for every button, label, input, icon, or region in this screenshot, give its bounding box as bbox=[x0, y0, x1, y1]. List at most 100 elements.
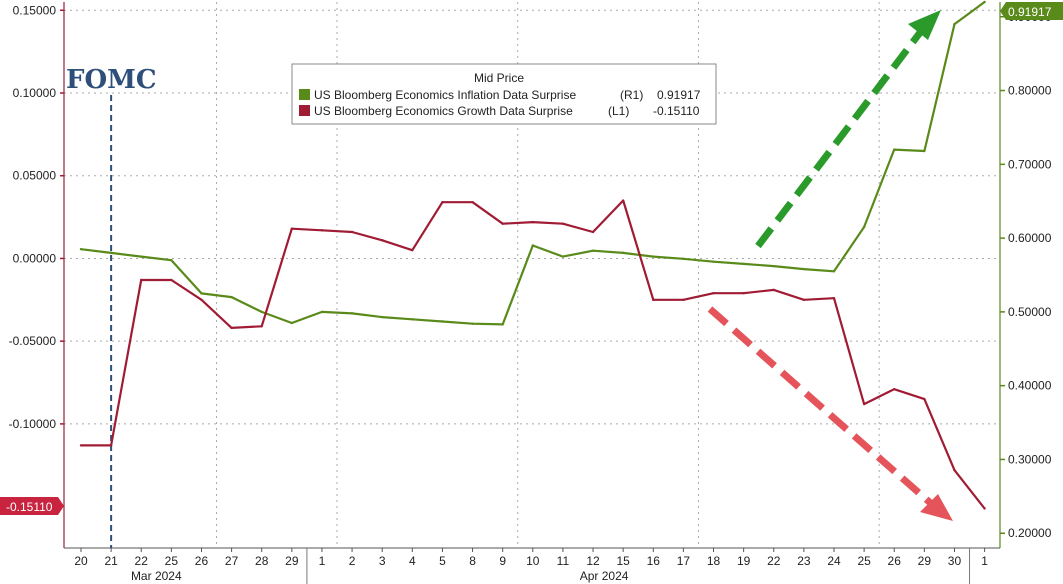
x-tick-label: 27 bbox=[225, 554, 239, 568]
x-tick-label: 15 bbox=[616, 554, 630, 568]
legend-swatch-inflation bbox=[299, 89, 310, 100]
growth-point bbox=[682, 298, 685, 302]
x-axis: 20 21 22 25 26 27 28 29 1 2 3 4 5 8 9 10 11 12 15 16 17 18 19 2… bbox=[64, 547, 1000, 584]
growth-point bbox=[953, 469, 956, 472]
inflation-point bbox=[140, 255, 143, 258]
inflation-point bbox=[561, 255, 565, 258]
x-tick-label: 28 bbox=[255, 554, 269, 568]
x-tick-label: 23 bbox=[797, 554, 811, 568]
legend-last-growth: -0.15110 bbox=[653, 104, 700, 118]
inflation-point bbox=[893, 148, 896, 151]
x-tick-label: 10 bbox=[526, 554, 540, 568]
month-label: Mar 2024 bbox=[131, 569, 182, 583]
right-axis: 0.900000.800000.700000.600000.500000.400… bbox=[999, 2, 1052, 548]
inflation-point bbox=[802, 267, 806, 271]
legend-axis-growth: (L1) bbox=[608, 104, 629, 118]
fomc-label: FOMC bbox=[66, 65, 157, 95]
value-badges: -0.15110 0.91917 bbox=[0, 2, 1063, 515]
inflation-point bbox=[350, 312, 354, 315]
growth-point bbox=[79, 444, 83, 447]
inflation-point bbox=[742, 262, 745, 266]
inflation-point bbox=[953, 22, 956, 26]
x-tick-label: 25 bbox=[857, 554, 871, 568]
inflation-point bbox=[862, 225, 866, 229]
growth-point bbox=[772, 288, 775, 292]
inflation-point bbox=[411, 318, 414, 321]
growth-point bbox=[652, 298, 655, 302]
x-tick-label: 16 bbox=[647, 554, 661, 568]
growth-point bbox=[230, 326, 233, 330]
right-tick-label: 0.30000 bbox=[1008, 452, 1052, 466]
growth-point bbox=[923, 397, 926, 401]
legend: Mid Price US Bloomberg Economics Inflati… bbox=[291, 63, 717, 125]
growth-point bbox=[862, 402, 866, 406]
x-tick-label: 22 bbox=[767, 554, 781, 568]
right-tick-label: 0.50000 bbox=[1008, 305, 1052, 319]
growth-point bbox=[471, 201, 474, 204]
fomc-annotation: FOMC bbox=[66, 65, 157, 548]
x-tick-label: 26 bbox=[888, 554, 902, 568]
right-tick-label: 0.60000 bbox=[1008, 231, 1052, 245]
x-tick-label: 12 bbox=[586, 554, 600, 568]
x-tick-label: 18 bbox=[707, 554, 721, 568]
right-tick-label: 0.80000 bbox=[1008, 84, 1052, 98]
inflation-point bbox=[591, 249, 595, 252]
growth-point bbox=[350, 230, 354, 234]
x-tick-label: 3 bbox=[379, 554, 386, 568]
growth-point bbox=[712, 292, 715, 295]
inflation-point bbox=[621, 251, 625, 255]
up-arrow-head bbox=[908, 10, 941, 40]
x-tick-label: 4 bbox=[409, 554, 416, 568]
growth-point bbox=[200, 298, 203, 302]
growth-point bbox=[441, 201, 444, 204]
growth-point bbox=[531, 220, 534, 224]
x-tick-label: 1 bbox=[319, 554, 326, 568]
growth-point bbox=[170, 278, 173, 282]
inflation-point bbox=[230, 295, 233, 299]
growth-point bbox=[893, 387, 896, 391]
growth-point bbox=[832, 296, 836, 300]
legend-axis-inflation: (R1) bbox=[620, 88, 643, 102]
right-tick-label: 0.70000 bbox=[1008, 157, 1052, 171]
inflation-point bbox=[381, 315, 384, 319]
growth-point bbox=[591, 230, 595, 234]
down-arrow-head bbox=[920, 494, 953, 521]
inflation-point bbox=[983, 0, 986, 4]
x-tick-label: 25 bbox=[165, 554, 179, 568]
last-value-badge-right bbox=[1000, 2, 1063, 20]
x-tick-label: 17 bbox=[677, 554, 691, 568]
growth-point bbox=[742, 292, 745, 295]
trend-arrows bbox=[707, 10, 953, 521]
left-axis: 0.15000 0.10000 0.05000 0.00000 -0.05000 -0.1… bbox=[9, 2, 65, 548]
inflation-point bbox=[200, 292, 203, 295]
growth-point bbox=[381, 239, 384, 242]
growth-point bbox=[109, 444, 113, 447]
x-tick-label: 20 bbox=[74, 554, 88, 568]
legend-label-growth: US Bloomberg Economics Growth Data Surpr… bbox=[314, 104, 573, 118]
left-tick-label: 0.00000 bbox=[13, 251, 57, 265]
right-tick-label: 0.40000 bbox=[1008, 379, 1052, 393]
inflation-point bbox=[260, 310, 263, 314]
inflation-point bbox=[170, 259, 173, 262]
x-tick-label: 30 bbox=[948, 554, 962, 568]
left-tick-label: -0.05000 bbox=[9, 334, 57, 348]
inflation-point bbox=[712, 260, 715, 263]
legend-box bbox=[291, 63, 717, 125]
left-tick-label: 0.15000 bbox=[13, 3, 57, 17]
x-tick-label: 22 bbox=[135, 554, 149, 568]
x-tick-label: 8 bbox=[469, 554, 476, 568]
last-value-badge-left bbox=[0, 497, 64, 515]
x-tick-label: 24 bbox=[827, 554, 841, 568]
inflation-point bbox=[682, 257, 685, 260]
inflation-point bbox=[290, 321, 294, 325]
month-label: Apr 2024 bbox=[580, 569, 629, 583]
inflation-point bbox=[832, 270, 836, 273]
x-tick-label: 9 bbox=[499, 554, 506, 568]
inflation-point bbox=[772, 264, 775, 268]
x-tick-label: 29 bbox=[285, 554, 299, 568]
inflation-point bbox=[320, 310, 324, 314]
series-layer bbox=[79, 0, 986, 510]
legend-title: Mid Price bbox=[474, 71, 524, 85]
growth-point bbox=[561, 222, 565, 225]
x-tick-label: 19 bbox=[737, 554, 751, 568]
